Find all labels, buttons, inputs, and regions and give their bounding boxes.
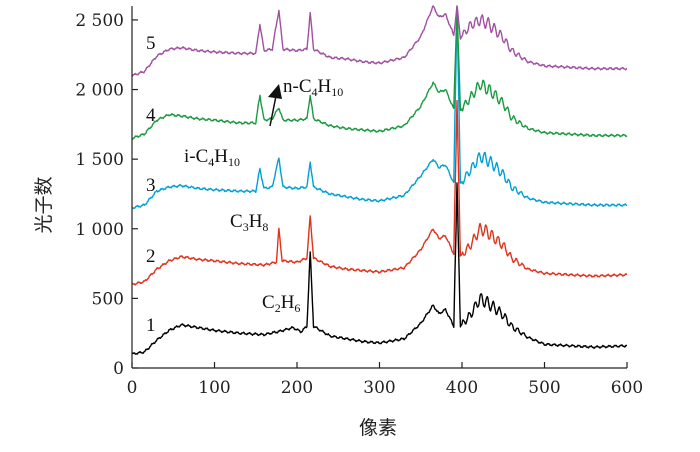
y-tick-label: 1 000	[75, 220, 124, 240]
series-line-1	[131, 182, 628, 355]
x-tick-label: 400	[446, 378, 478, 398]
annotation-i-c4h10: i-C4H10	[184, 146, 240, 169]
x-tick-label: 600	[611, 378, 643, 398]
annotation-c3h8: C3H8	[230, 211, 268, 234]
x-tick-label: 0	[127, 378, 138, 398]
series-label-3: 3	[146, 175, 156, 196]
series-label-1: 1	[146, 315, 156, 336]
y-tick-label: 0	[113, 359, 124, 379]
x-tick-label: 100	[198, 378, 230, 398]
series-line-3	[131, 6, 628, 210]
series-label-4: 4	[146, 105, 156, 126]
series-label-2: 2	[146, 246, 156, 267]
y-tick-label: 2 500	[75, 11, 124, 31]
y-axis-title: 光子数	[33, 176, 55, 233]
axes: 0 100 200 300 400 500 600 0 500 1 000 1 500 2 000 2…	[75, 6, 643, 398]
annotation-c2h6: C2H6	[262, 292, 300, 315]
y-ticks: 0 500 1 000 1 500 2 000 2 500	[75, 11, 138, 379]
series-layer	[131, 5, 628, 355]
x-tick-label: 300	[363, 378, 395, 398]
y-tick-label: 1 500	[75, 150, 124, 170]
x-axis-title: 像素	[359, 417, 397, 439]
series-line-2	[131, 99, 628, 286]
annotation-arrow	[268, 84, 282, 127]
x-tick-label: 500	[528, 378, 560, 398]
y-tick-label: 500	[92, 289, 124, 309]
y-tick-label: 2 000	[75, 81, 124, 101]
series-label-5: 5	[146, 33, 156, 54]
annotation-n-c4h10: n-C4H10	[283, 76, 343, 99]
x-ticks: 0 100 200 300 400 500 600	[127, 362, 643, 398]
series-line-4	[131, 6, 628, 140]
series-line-5	[131, 5, 628, 78]
x-tick-label: 200	[281, 378, 313, 398]
